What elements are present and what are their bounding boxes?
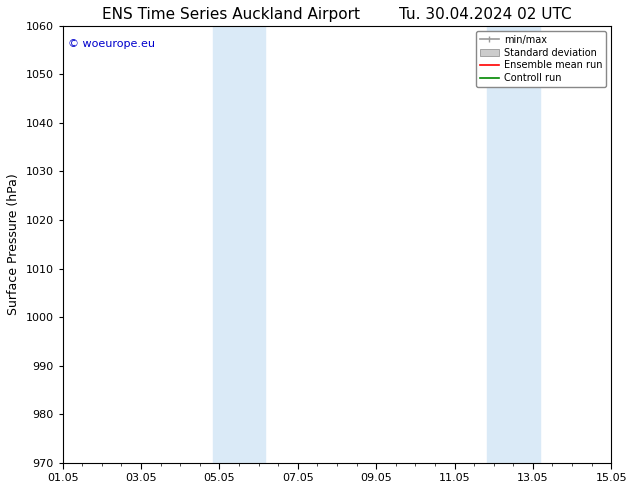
Bar xyxy=(487,26,514,463)
Bar xyxy=(514,26,540,463)
Bar xyxy=(213,26,239,463)
Legend: min/max, Standard deviation, Ensemble mean run, Controll run: min/max, Standard deviation, Ensemble me… xyxy=(476,31,606,87)
Title: ENS Time Series Auckland Airport        Tu. 30.04.2024 02 UTC: ENS Time Series Auckland Airport Tu. 30.… xyxy=(102,7,572,22)
Bar xyxy=(239,26,265,463)
Y-axis label: Surface Pressure (hPa): Surface Pressure (hPa) xyxy=(7,173,20,315)
Text: © woeurope.eu: © woeurope.eu xyxy=(68,39,155,49)
